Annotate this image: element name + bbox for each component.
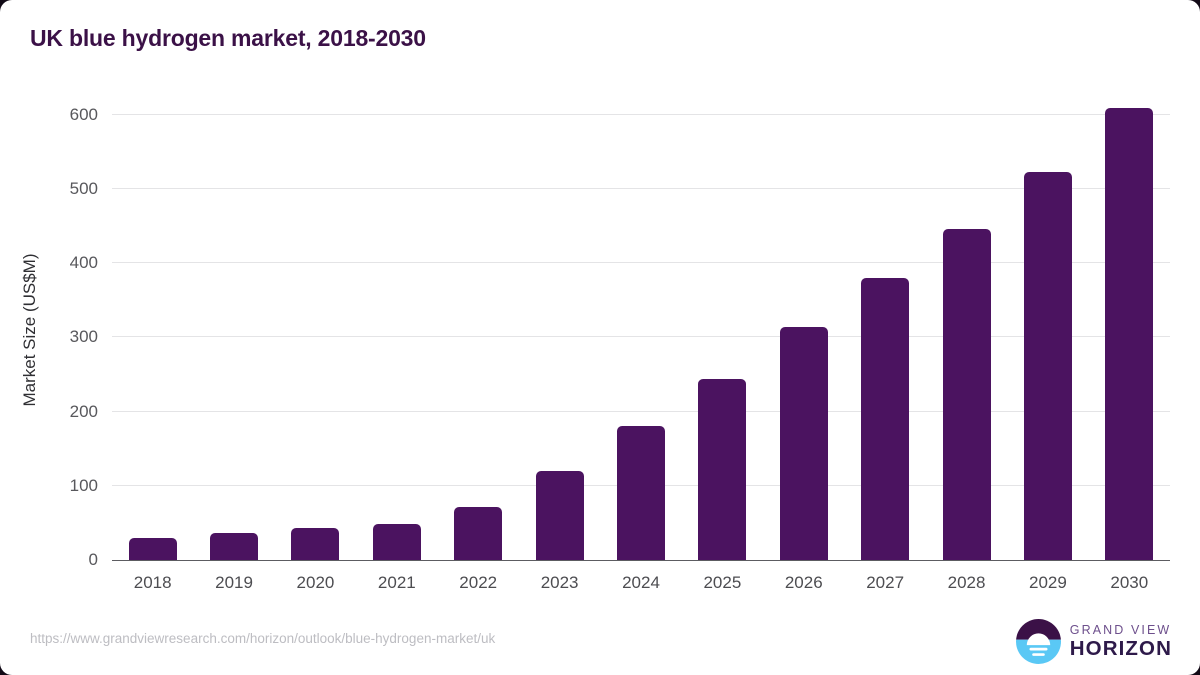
x-axis-tick-label: 2018: [133, 573, 172, 592]
y-axis-tick-label: 0: [88, 550, 98, 569]
x-axis-tick-label: 2029: [1029, 573, 1067, 592]
x-axis-tick-label: 2019: [215, 573, 253, 592]
page-title: UK blue hydrogen market, 2018-2030: [30, 25, 426, 51]
bar-group[interactable]: [861, 99, 910, 560]
x-axis-tick-label: 2027: [866, 573, 905, 592]
bar-group[interactable]: [616, 99, 665, 560]
y-axis-tick-label: 100: [69, 475, 98, 495]
logo-wordmark: GRAND VIEW HORIZON: [1069, 622, 1172, 660]
bar[interactable]: [698, 378, 747, 560]
bar-group[interactable]: [942, 99, 991, 560]
x-axis-tick-label: 2028: [947, 573, 986, 592]
logo-line-grand-view: GRAND VIEW: [1069, 622, 1172, 637]
bar-group[interactable]: [372, 99, 421, 560]
bar-group[interactable]: [1105, 99, 1154, 560]
gridline: [112, 262, 1170, 264]
bar-group[interactable]: [535, 99, 584, 560]
gridline: [112, 336, 1170, 338]
x-axis-tick-label: 2026: [784, 573, 823, 592]
bar[interactable]: [210, 533, 259, 560]
bar[interactable]: [779, 327, 828, 560]
gridline: [112, 410, 1170, 412]
y-axis-tick-label: 400: [69, 253, 98, 273]
y-axis-tick-label: 200: [69, 401, 98, 421]
x-axis-tick-label: 2024: [622, 573, 660, 592]
y-axis-tick-label: 500: [69, 179, 98, 199]
bar-group[interactable]: [779, 99, 828, 560]
bar-group[interactable]: [698, 99, 747, 560]
gridline: [112, 113, 1170, 115]
source-url-label[interactable]: https://www.grandviewresearch.com/horizo…: [30, 631, 496, 646]
x-axis-tick-label: 2030: [1110, 573, 1149, 592]
bar-group[interactable]: [454, 99, 503, 560]
brand-logo: GRAND VIEW HORIZON: [1015, 619, 1172, 664]
x-axis-tick-label: 2020: [296, 573, 335, 592]
x-axis-tick-label: 2025: [703, 573, 742, 592]
x-axis-tick-label: 2023: [540, 573, 579, 592]
x-axis-tick-label: 2021: [377, 573, 416, 592]
bar[interactable]: [1023, 171, 1072, 560]
x-axis-line: [112, 559, 1170, 561]
bar[interactable]: [1105, 108, 1154, 560]
bar[interactable]: [454, 506, 503, 560]
bar-group[interactable]: [210, 99, 259, 560]
horizon-sun-circle-icon: [1015, 619, 1061, 664]
x-axis-tick-label: 2022: [459, 573, 498, 592]
bar[interactable]: [616, 426, 665, 560]
bar-group[interactable]: [1023, 99, 1072, 560]
bar[interactable]: [128, 537, 177, 560]
bar[interactable]: [942, 229, 991, 560]
bar-group[interactable]: [291, 99, 340, 560]
logo-line-horizon: HORIZON: [1069, 637, 1172, 660]
bar[interactable]: [861, 278, 910, 560]
gridline: [112, 188, 1170, 190]
bar[interactable]: [535, 470, 584, 560]
bar-group[interactable]: [128, 99, 177, 560]
y-axis-tick-label: 600: [69, 104, 98, 124]
bar[interactable]: [372, 523, 421, 560]
plot-area: [112, 100, 1170, 561]
y-axis-tick-label: 300: [69, 327, 98, 347]
bar[interactable]: [291, 528, 340, 560]
